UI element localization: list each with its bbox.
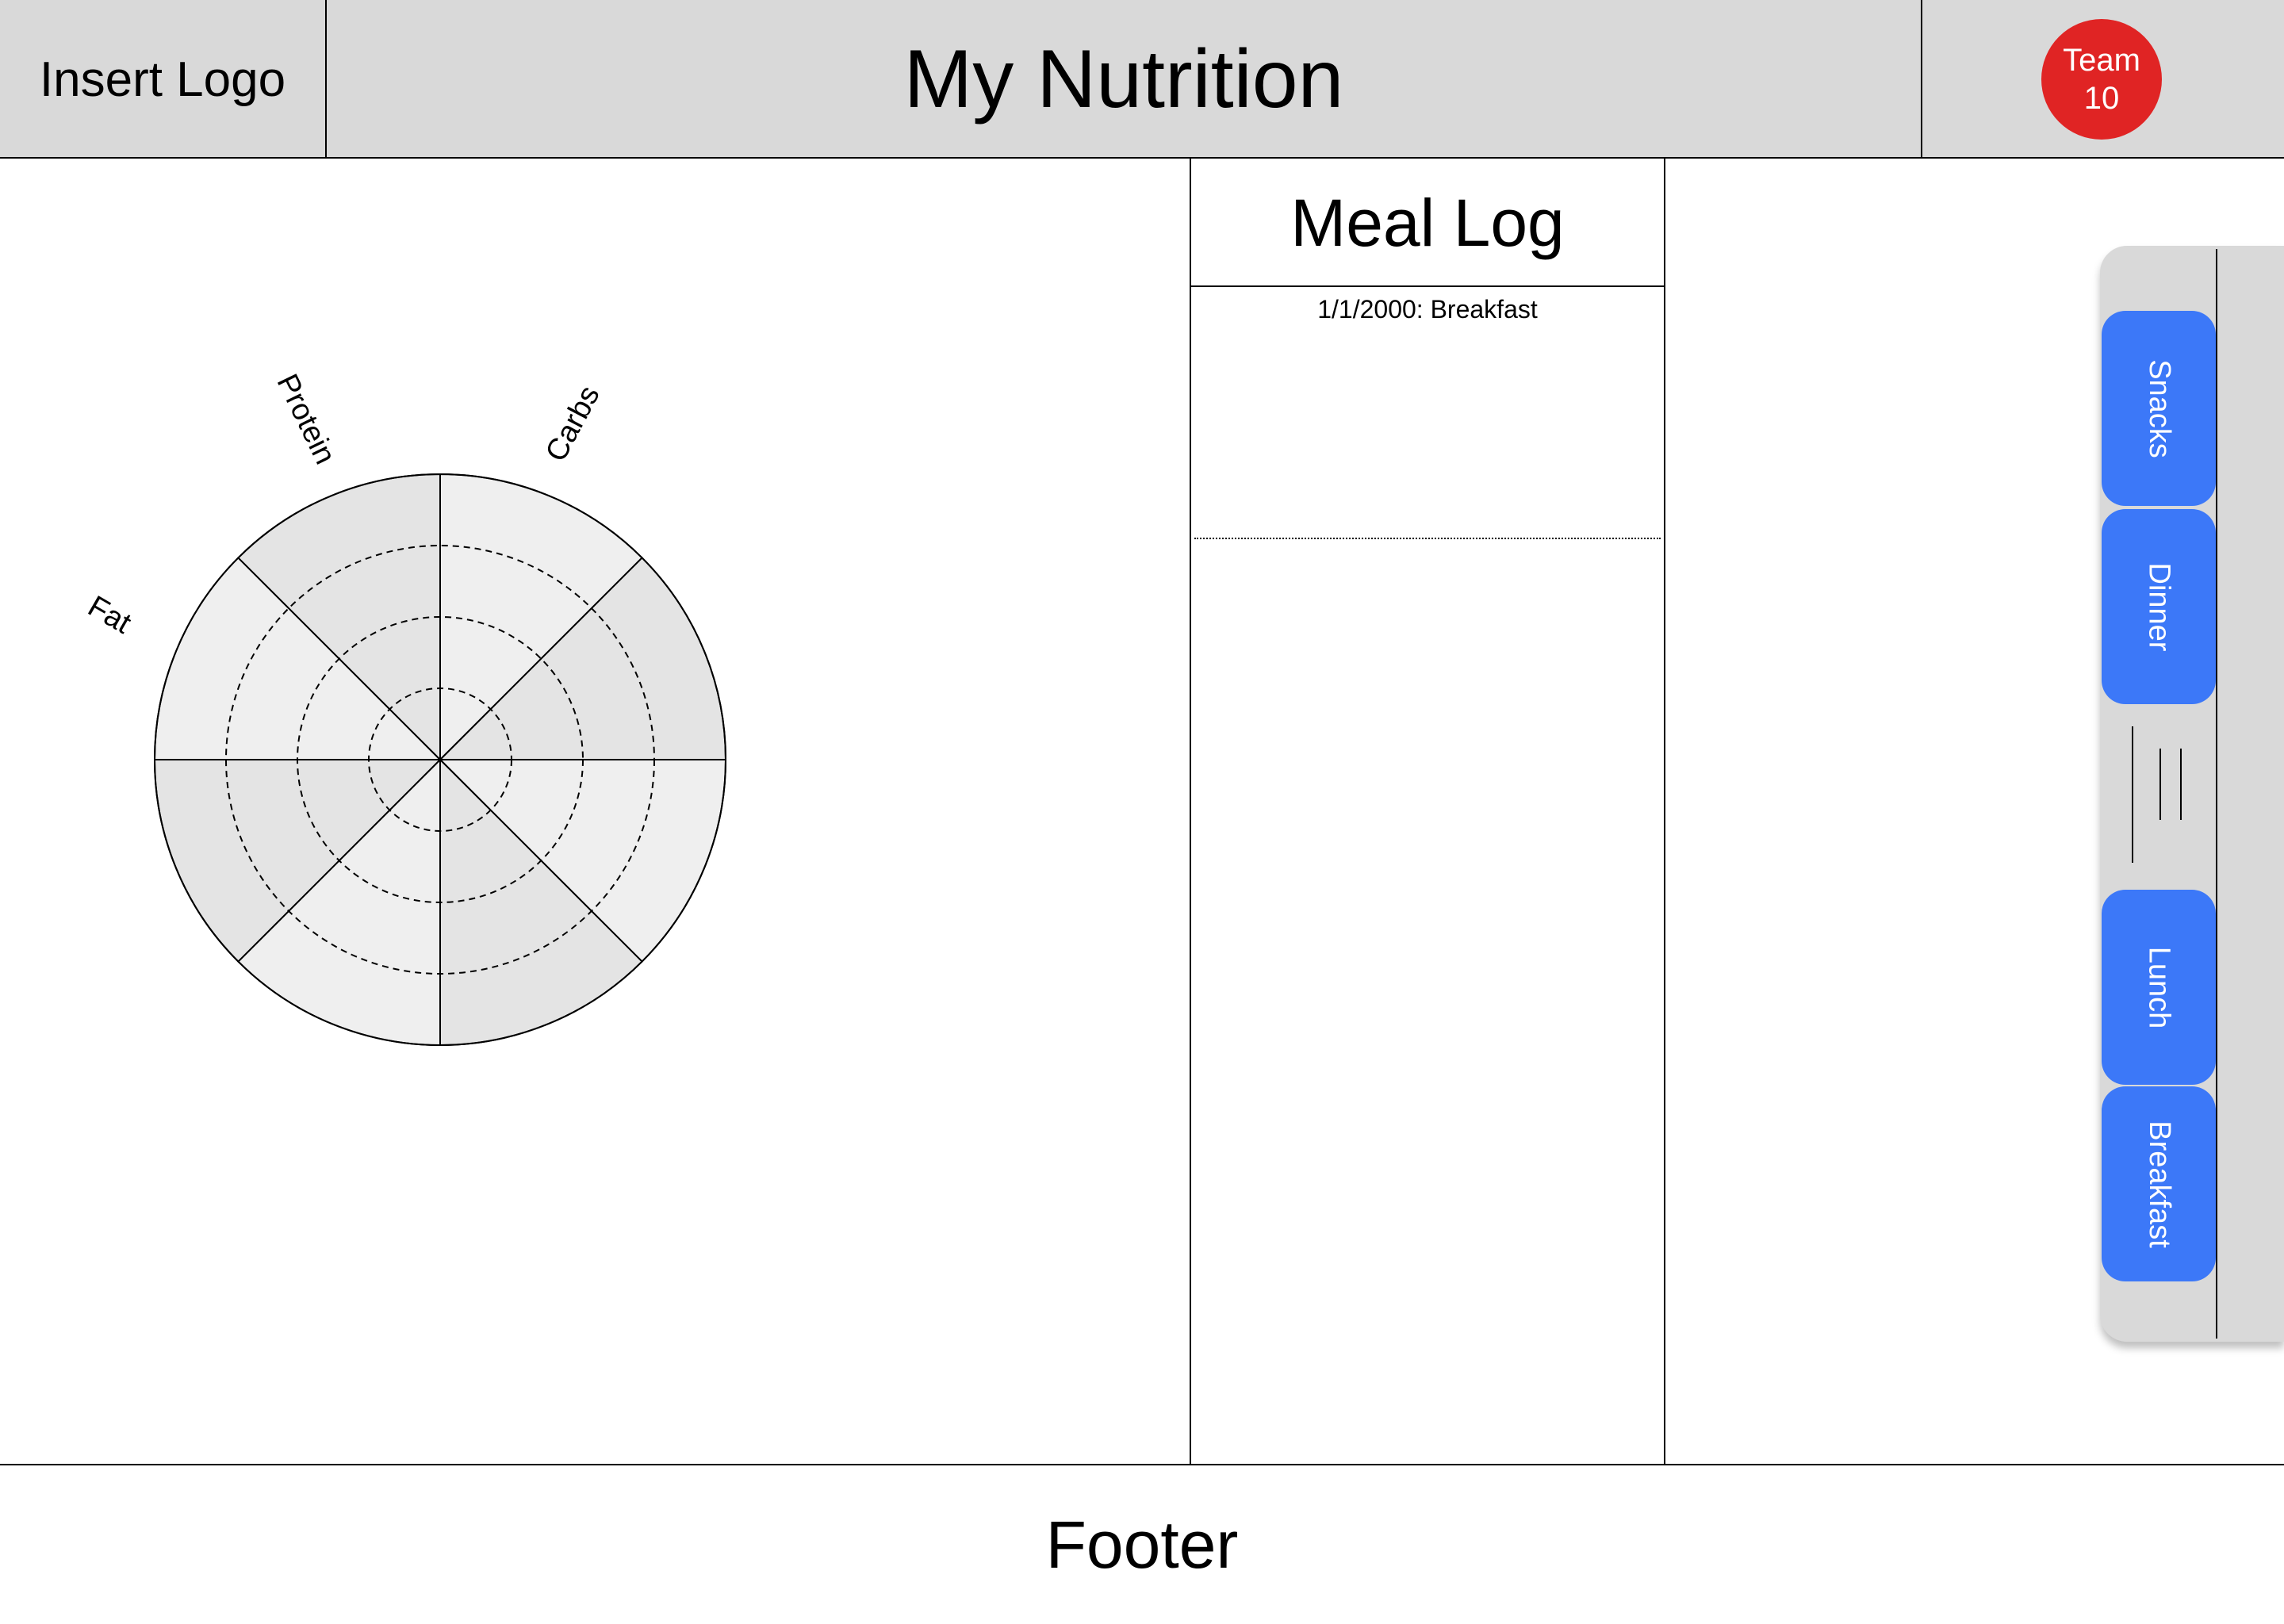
radar-axis-label-protein: Protein: [270, 369, 343, 469]
radar-ring: [297, 616, 584, 903]
team-badge-line1: Team: [2063, 43, 2140, 78]
column-divider: [1190, 159, 1191, 1464]
team-badge-line2: 10: [2083, 81, 2120, 116]
footer-divider: [0, 1464, 2284, 1465]
radar-ring: [368, 688, 512, 832]
tab-lunch[interactable]: Lunch: [2102, 890, 2216, 1085]
tab-dinner[interactable]: Dinner: [2102, 509, 2216, 704]
drawer-handle-icon[interactable]: [2130, 725, 2194, 868]
tab-breakfast-label: Breakfast: [2142, 1120, 2176, 1248]
radar-axis-label-fat: Fat: [82, 590, 137, 641]
meal-log-title: Meal Log: [1191, 160, 1664, 287]
page-title: My Nutrition: [903, 33, 1344, 125]
tab-lunch-label: Lunch: [2142, 946, 2176, 1028]
column-divider: [1664, 159, 1665, 1464]
logo-placeholder[interactable]: Insert Logo: [0, 0, 327, 159]
tab-breakfast[interactable]: Breakfast: [2102, 1086, 2216, 1281]
footer-label: Footer: [1045, 1507, 1239, 1582]
tab-snacks-label: Snacks: [2142, 358, 2176, 458]
macro-radar-chart: Carbs Protein Fat: [82, 369, 727, 1047]
page-title-cell: My Nutrition: [327, 0, 1922, 159]
tab-snacks[interactable]: Snacks: [2102, 311, 2216, 506]
footer: Footer: [0, 1465, 2284, 1624]
meal-log-entry[interactable]: 1/1/2000: Breakfast: [1194, 287, 1661, 539]
team-badge[interactable]: Team 10: [2041, 19, 2162, 140]
tab-dinner-label: Dinner: [2142, 562, 2176, 651]
radar-ring: [225, 545, 655, 975]
meal-type-drawer: Snacks Dinner Lunch Breakfast: [2100, 246, 2284, 1342]
radar-outline: [154, 473, 726, 1046]
radar-axis-label-carbs: Carbs: [539, 381, 607, 467]
logo-text: Insert Logo: [39, 52, 286, 107]
meal-log-entry-label: 1/1/2000: Breakfast: [1317, 295, 1538, 324]
meal-log-panel: Meal Log 1/1/2000: Breakfast: [1191, 160, 1664, 1464]
radar-sectors: [153, 473, 727, 1047]
drawer-edge-line: [2216, 249, 2217, 1339]
radar-rings: [225, 545, 655, 975]
header: Insert Logo My Nutrition Team 10: [0, 0, 2284, 159]
